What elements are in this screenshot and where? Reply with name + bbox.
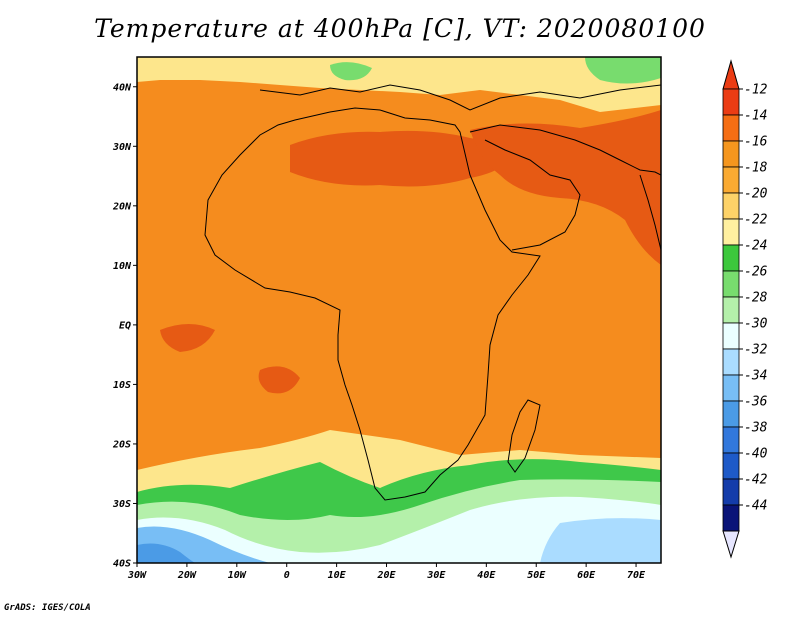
y-tick-label: 30S: [112, 499, 131, 510]
colorbar-swatch: [722, 322, 740, 350]
x-tick-label: 20W: [177, 570, 197, 581]
colorbar-label: -34: [744, 369, 767, 384]
colorbar: -12 -14 -16 -18 -20 -22 -24 -26 -28 -30 -32 -34 -36 -…: [722, 59, 768, 559]
y-tick-label: 20S: [112, 439, 131, 450]
colorbar-swatch: [722, 426, 740, 454]
arabia-coastline: [469, 124, 661, 251]
y-tick-label: 40S: [113, 559, 131, 570]
x-axis-ticks: 30W 20W 10W 0 10E 20E 30E 40E 50E 60E 70E: [127, 563, 646, 581]
colorbar-top-arrow: [722, 59, 740, 90]
y-tick-label: 20N: [112, 201, 132, 212]
colorbar-bottom-arrow: [722, 530, 740, 559]
colorbar-swatch: [722, 166, 740, 194]
colorbar-swatch: [722, 348, 740, 376]
colorbar-swatch: [722, 244, 740, 272]
colorbar-label: -26: [744, 265, 768, 280]
x-tick-label: 40E: [477, 570, 496, 581]
colorbar-label: -32: [744, 343, 768, 358]
colorbar-label: -24: [744, 239, 767, 254]
temperature-field: [137, 57, 661, 563]
colorbar-swatch: [722, 478, 740, 506]
chart-title: Temperature at 400hPa [C], VT: 202008010…: [94, 14, 706, 43]
x-tick-label: 50E: [527, 570, 546, 581]
africa-coastline: [204, 107, 541, 501]
field-south-pale: [137, 496, 661, 563]
colorbar-label: -14: [744, 109, 767, 124]
y-tick-label: 30N: [112, 142, 132, 153]
colorbar-swatch: [722, 452, 740, 480]
field-atlantic-warm-patch-2: [258, 366, 300, 394]
x-tick-label: 30E: [426, 570, 446, 581]
map-frame: [136, 56, 662, 564]
colorbar-label: -36: [744, 395, 768, 410]
colorbar-label: -12: [744, 83, 768, 98]
x-tick-label: 70E: [627, 570, 646, 581]
x-tick-label: 20E: [376, 570, 396, 581]
colorbar-label: -42: [744, 473, 768, 488]
field-arabia-warm: [470, 110, 661, 265]
field-north-green: [330, 62, 372, 81]
field-north-green-east: [585, 57, 661, 84]
colorbar-label: -20: [744, 187, 768, 202]
colorbar-swatch: [722, 504, 740, 532]
y-tick-label: 10N: [113, 261, 132, 272]
colorbar-swatch: [722, 296, 740, 324]
india-coastline: [639, 174, 661, 251]
colorbar-label: -38: [744, 421, 768, 436]
x-tick-label: 0: [284, 570, 290, 581]
colorbar-swatch: [722, 374, 740, 402]
y-tick-label: 10S: [113, 380, 131, 391]
field-atlantic-warm-patch: [160, 324, 215, 352]
colorbar-label: -22: [744, 213, 768, 228]
field-south-dark-blue: [137, 543, 195, 563]
colorbar-label: -44: [744, 499, 767, 514]
colorbar-swatch: [722, 114, 740, 142]
x-tick-label: 60E: [577, 570, 596, 581]
y-tick-label: EQ: [119, 320, 131, 331]
credit-label: GrADS: IGES/COLA: [4, 603, 91, 613]
y-axis-ticks: 40N 30N 20N 10N EQ 10S 20S 30S 40S: [112, 82, 137, 570]
colorbar-label: -18: [744, 161, 768, 176]
x-tick-label: 10E: [328, 570, 347, 581]
field-north-yellow: [137, 57, 661, 112]
colorbar-label: -16: [744, 135, 768, 150]
colorbar-label: -30: [744, 317, 768, 332]
colorbar-swatch: [722, 218, 740, 246]
colorbar-swatch: [722, 88, 740, 116]
colorbar-swatch: [722, 400, 740, 428]
colorbar-swatch: [722, 192, 740, 220]
x-tick-label: 30W: [127, 570, 147, 581]
colorbar-swatch: [722, 140, 740, 168]
colorbar-label: -40: [744, 447, 768, 462]
colorbar-swatch: [722, 270, 740, 298]
field-south-blue-east: [540, 518, 661, 563]
colorbar-label: -28: [744, 291, 768, 306]
x-tick-label: 10W: [228, 570, 247, 581]
med-coastline: [259, 84, 661, 111]
madagascar-coastline: [507, 399, 541, 473]
coastlines: [204, 84, 661, 501]
y-tick-label: 40N: [113, 82, 132, 93]
